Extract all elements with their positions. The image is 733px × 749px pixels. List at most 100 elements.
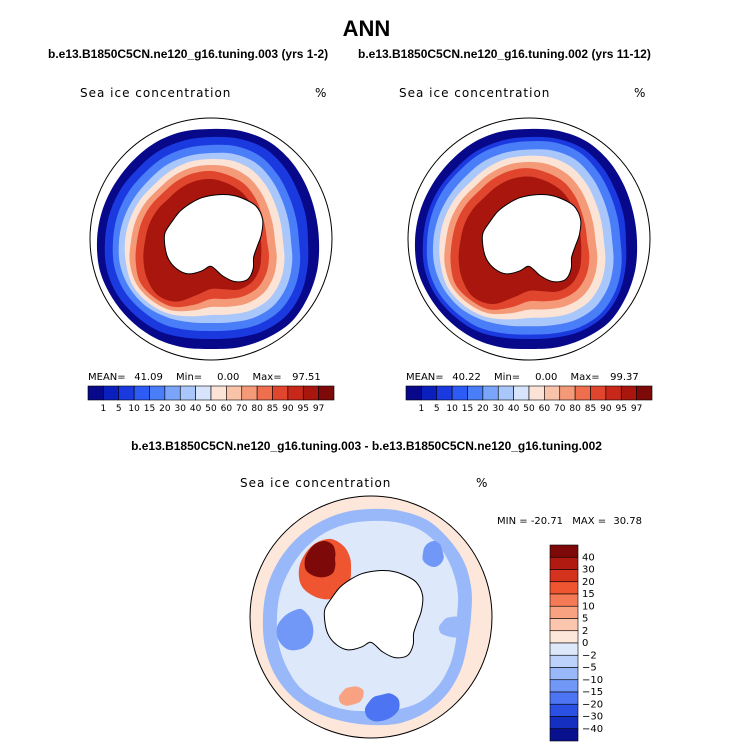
colorbar-tick-label: 70 <box>554 404 566 414</box>
colorbar-tick-label: 97 <box>313 404 324 414</box>
panel3-variable-label: Sea ice concentration <box>240 476 392 490</box>
diff-contour-8 <box>338 686 364 706</box>
colorbar-swatch <box>549 605 579 619</box>
colorbar-tick-label: 10 <box>582 601 595 612</box>
colorbar-swatch <box>549 654 579 668</box>
colorbar-tick-label: 15 <box>582 589 595 600</box>
colorbar-tick-label: 30 <box>175 404 187 414</box>
panel1-units-label: % <box>315 86 327 100</box>
colorbar-swatch <box>549 716 579 730</box>
colorbar-tick-label: 1 <box>101 404 107 414</box>
colorbar-swatch <box>210 385 227 401</box>
antarctica-landmass <box>481 194 582 283</box>
diff-contour-6 <box>422 540 444 568</box>
colorbar-tick-label: 90 <box>600 404 612 414</box>
colorbar-swatch <box>272 385 289 401</box>
colorbar-swatch <box>287 385 304 401</box>
panel3-max-value: 30.78 <box>613 516 642 527</box>
colorbar-tick-label: −30 <box>582 712 603 723</box>
panel3-max-label: MAX = <box>572 516 607 527</box>
colorbar-swatch <box>195 385 212 401</box>
colorbar-tick-label: −5 <box>582 663 597 674</box>
colorbar-tick-label: 5 <box>582 614 588 625</box>
colorbar-tick-label: 20 <box>159 404 171 414</box>
panel2-min-label: Min= <box>494 372 521 383</box>
colorbar-tick-label: −2 <box>582 650 597 661</box>
colorbar-swatch <box>549 667 579 681</box>
colorbar-swatch <box>118 385 135 401</box>
diff-contour-5 <box>438 616 469 638</box>
colorbar-tick-label: 30 <box>582 565 595 576</box>
panel1-min-value: 0.00 <box>217 372 240 383</box>
colorbar-tick-label: 80 <box>569 404 581 414</box>
colorbar-tick-label: 2 <box>582 626 588 637</box>
colorbar-tick-label: 20 <box>477 404 489 414</box>
diff-contour-7 <box>364 693 400 722</box>
colorbar-tick-label: 80 <box>251 404 263 414</box>
figure-title: ANN <box>342 16 391 41</box>
colorbar-swatch <box>549 544 579 558</box>
panel1-mean-label: MEAN= <box>88 372 126 383</box>
panel3-stats: MIN = -20.71 MAX = 30.78 <box>497 516 642 527</box>
colorbar-swatch <box>405 385 422 401</box>
colorbar-tick-label: 15 <box>462 404 473 414</box>
panel1-stats: MEAN= 41.09 Min= 0.00 Max= 97.51 <box>88 372 321 383</box>
panel1-polar-map <box>89 117 333 361</box>
panel2-stats: MEAN= 40.22 Min= 0.00 Max= 99.37 <box>406 372 639 383</box>
colorbar-tick-label: 40 <box>508 404 520 414</box>
panel1-min-label: Min= <box>176 372 203 383</box>
diff-contour-4 <box>276 608 314 651</box>
panel1-max-value: 97.51 <box>292 372 321 383</box>
colorbar-tick-label: 10 <box>446 404 458 414</box>
panel3-polar-map <box>249 495 493 739</box>
panel2-polar-map <box>407 117 651 361</box>
panel1-colorbar: 1 5 10 15 20 30 40 50 60 70 80 85 90 95 97 <box>87 385 335 414</box>
panel2-mean-label: MEAN= <box>406 372 444 383</box>
colorbar-swatch <box>497 385 514 401</box>
colorbar-tick-label: 95 <box>616 404 627 414</box>
colorbar-swatch <box>620 385 637 401</box>
panel1-max-label: Max= <box>252 372 282 383</box>
colorbar-swatch <box>544 385 561 401</box>
colorbar-swatch <box>549 691 579 705</box>
panel3-min-label: MIN = <box>497 516 528 527</box>
colorbar-swatch <box>590 385 607 401</box>
colorbar-tick-label: 60 <box>539 404 551 414</box>
colorbar-swatch <box>549 630 579 644</box>
colorbar-tick-label: 50 <box>523 404 535 414</box>
colorbar-tick-label: 95 <box>298 404 309 414</box>
colorbar-tick-label: 0 <box>582 638 588 649</box>
colorbar-swatch <box>605 385 622 401</box>
colorbar-swatch <box>226 385 243 401</box>
colorbar-swatch <box>559 385 576 401</box>
panel3-min-value: -20.71 <box>530 516 564 527</box>
colorbar-tick-label: −20 <box>582 699 603 710</box>
colorbar-tick-label: 10 <box>128 404 140 414</box>
colorbar-swatch <box>549 728 579 742</box>
colorbar-swatch <box>179 385 196 401</box>
colorbar-swatch <box>241 385 258 401</box>
colorbar-tick-label: −10 <box>582 675 603 686</box>
panel2-mean-value: 40.22 <box>452 372 481 383</box>
colorbar-swatch <box>549 642 579 656</box>
diff-contour-3 <box>304 540 336 578</box>
colorbar-tick-label: 90 <box>282 404 294 414</box>
colorbar-swatch <box>436 385 453 401</box>
colorbar-tick-label: 15 <box>144 404 155 414</box>
colorbar-tick-label: −15 <box>582 687 603 698</box>
colorbar-tick-label: −40 <box>582 724 603 735</box>
colorbar-swatch <box>302 385 319 401</box>
colorbar-swatch <box>451 385 468 401</box>
colorbar-tick-label: 50 <box>205 404 217 414</box>
colorbar-tick-label: 97 <box>631 404 642 414</box>
colorbar-swatch <box>549 556 579 570</box>
colorbar-swatch <box>482 385 499 401</box>
colorbar-tick-label: 40 <box>582 552 595 563</box>
panel2-units-label: % <box>634 86 646 100</box>
colorbar-swatch <box>103 385 120 401</box>
colorbar-tick-label: 85 <box>267 404 278 414</box>
panel1-variable-label: Sea ice concentration <box>80 86 232 100</box>
colorbar-tick-label: 85 <box>585 404 596 414</box>
colorbar-tick-label: 5 <box>434 404 440 414</box>
